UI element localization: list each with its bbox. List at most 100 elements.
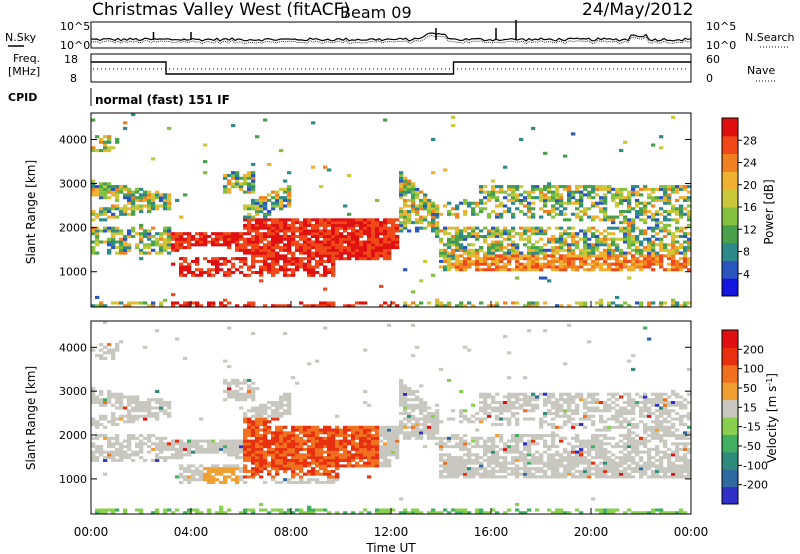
velocity-cell: [551, 472, 556, 476]
velocity-cell: [535, 461, 540, 465]
power-cell: [603, 218, 608, 222]
velocity-cell: [155, 398, 160, 402]
power-cell: [599, 251, 604, 255]
velocity-cell: [535, 469, 540, 473]
velocity-cell: [283, 456, 288, 460]
power-cell: [527, 234, 532, 239]
power-cell: [571, 240, 576, 244]
power-cell: [351, 304, 356, 308]
power-cell: [531, 248, 536, 252]
velocity-cell: [111, 445, 116, 449]
power-cell: [91, 146, 96, 150]
velocity-cell: [547, 409, 552, 413]
velocity-cell: [343, 434, 348, 438]
power-cell: [267, 232, 272, 236]
power-cell: [355, 232, 360, 236]
power-cell: [407, 221, 412, 225]
power-cell: [487, 243, 492, 247]
velocity-cell: [403, 398, 408, 402]
velocity-cell: [515, 398, 520, 402]
power-cell: [259, 232, 264, 236]
velocity-cell: [479, 409, 484, 413]
velocity-cell: [283, 445, 288, 449]
velocity-cell: [471, 439, 476, 443]
power-cell: [139, 301, 144, 305]
power-cell: [671, 262, 676, 266]
power-cell: [471, 251, 476, 255]
power-cell: [163, 204, 168, 208]
velocity-cell: [403, 508, 408, 512]
velocity-cell: [155, 389, 160, 393]
power-cell: [607, 304, 612, 308]
velocity-cell: [487, 411, 492, 416]
power-cell: [687, 212, 692, 216]
power-cell: [307, 243, 312, 247]
power-cell: [211, 237, 216, 241]
velocity-cell: [95, 508, 100, 512]
velocity-cell: [495, 453, 500, 457]
velocity-cell: [283, 464, 288, 468]
velocity-cell: [363, 389, 368, 393]
power-cell: [139, 232, 144, 236]
velocity-cell: [475, 511, 480, 515]
power-cell: [91, 212, 96, 216]
power-cell: [631, 226, 636, 230]
power-cell: [303, 246, 308, 250]
velocity-cell: [559, 398, 564, 402]
power-cell: [323, 243, 328, 247]
velocity-cell: [223, 447, 228, 451]
power-cell: [667, 210, 672, 214]
velocity-cell: [243, 450, 248, 454]
velocity-cell: [399, 425, 404, 429]
power-cell: [619, 248, 624, 252]
velocity-cell: [491, 453, 496, 457]
velocity-cell: [223, 378, 228, 382]
power-cell: [483, 268, 488, 272]
velocity-cell: [523, 417, 528, 421]
velocity-cell: [539, 434, 544, 438]
velocity-cell: [167, 456, 172, 460]
power-cell: [327, 270, 332, 275]
power-cell: [367, 237, 372, 241]
velocity-cell: [183, 453, 188, 457]
velocity-cell: [475, 428, 480, 432]
power-cell: [543, 193, 548, 197]
power-cell: [339, 257, 344, 261]
velocity-cell: [439, 511, 444, 515]
power-cell: [363, 243, 368, 247]
power-cell: [203, 171, 208, 175]
power-cell: [279, 201, 284, 205]
power-cell: [595, 237, 600, 241]
velocity-cell: [551, 511, 556, 515]
power-cell: [603, 259, 608, 263]
velocity-cell: [327, 453, 332, 457]
velocity-cell: [267, 464, 272, 468]
power-cell: [611, 187, 616, 191]
power-cell: [359, 248, 364, 252]
velocity-cell: [403, 417, 408, 421]
velocity-cell: [239, 478, 244, 482]
velocity-cell: [599, 445, 604, 449]
velocity-cell: [447, 511, 452, 515]
velocity-cell: [251, 423, 256, 427]
velocity-cell: [491, 447, 496, 451]
power-cell: [415, 196, 420, 200]
power-cell: [683, 198, 688, 202]
velocity-cell: [439, 469, 444, 473]
velocity-cell: [327, 475, 332, 479]
power-cell: [323, 237, 328, 241]
velocity-cell: [207, 480, 212, 484]
velocity-cell: [543, 434, 548, 438]
velocity-cell: [579, 472, 584, 476]
power-cell: [655, 251, 660, 255]
velocity-cell: [279, 434, 284, 438]
power-cell: [103, 149, 108, 153]
velocity-cell: [611, 467, 616, 471]
power-cell: [475, 226, 480, 230]
power-cell: [207, 268, 212, 272]
power-cell: [487, 198, 492, 202]
velocity-cell: [399, 431, 404, 435]
velocity-cell: [515, 392, 520, 396]
velocity-cell: [367, 434, 372, 438]
velocity-cell: [147, 403, 152, 407]
